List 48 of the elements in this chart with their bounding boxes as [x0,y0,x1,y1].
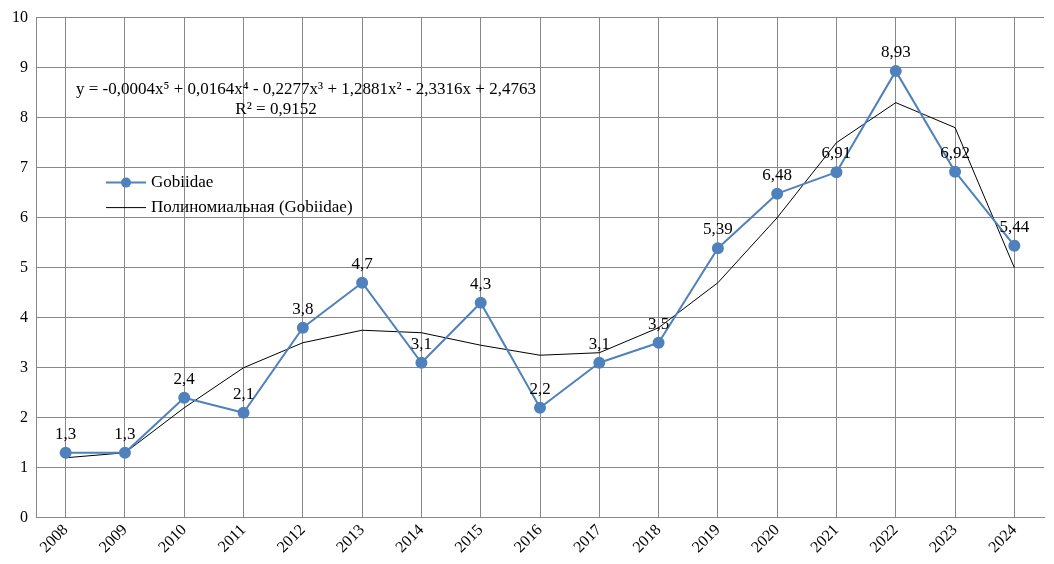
y-tick-label: 10 [12,7,28,25]
data-label: 5,44 [999,216,1030,236]
point [178,391,191,404]
point [889,65,902,78]
y-tick-label: 3 [20,357,28,375]
data-label: 3,1 [588,333,610,353]
point [534,401,546,414]
annotation: y = -0,0004x⁵ + 0,0164x⁴ - 0,2277x³ + 1,2881x² - 2,3316x + 2,4763 [76,79,536,99]
data-label: 2,4 [173,368,196,388]
point [118,446,131,459]
y-tick-label: 0 [20,508,28,525]
y-tick-label: 6 [20,207,28,225]
point [771,187,784,200]
point [237,406,250,419]
legend-label: Gobiidae [151,172,214,192]
point [59,446,72,459]
data-label: 1,3 [114,423,136,443]
y-tick-label: 1 [20,457,28,475]
y-tick-label: 5 [20,257,28,275]
point [652,336,665,349]
data-label: 6,48 [762,164,793,184]
y-tick-label: 8 [20,107,28,125]
legend-label: Полиномиальная (Gobiidae) [151,197,353,217]
point [296,321,309,334]
point [711,242,724,255]
x-tick-label: 2011 [214,520,249,555]
y-tick-label: 7 [20,157,28,175]
data-label: 5,39 [703,219,733,239]
y-tick-label: 4 [20,307,28,325]
data-label: 3,8 [292,298,314,318]
point [1008,239,1021,252]
data-label: 4,3 [470,273,492,293]
y-tick-label: 9 [20,57,28,75]
data-label: 3,1 [410,333,433,353]
data-label: 1,3 [55,423,77,443]
y-tick-label: 2 [20,407,28,425]
data-label: 4,7 [351,253,374,273]
data-label: 3,5 [647,313,670,333]
point [830,166,843,179]
data-label: 2,1 [232,383,255,403]
point [593,356,606,369]
point [356,276,369,289]
point [415,356,428,369]
data-label: 2,2 [529,378,551,398]
point [474,296,487,309]
data-label: 8,93 [880,42,911,62]
point [949,165,962,178]
annotation: R² = 0,9152 [235,99,317,119]
